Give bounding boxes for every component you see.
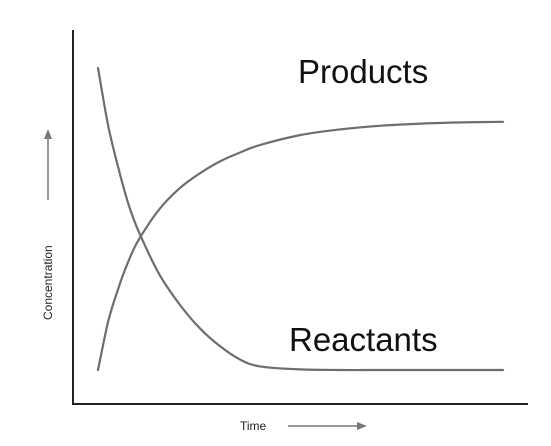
y-axis-arrow-icon [44,129,52,139]
y-axis-label: Concentration [41,245,55,320]
x-axis-arrow-icon [357,422,367,430]
series-label-reactants: Reactants [289,321,438,358]
series-group [96,66,505,372]
x-axis-label: Time [240,419,267,433]
series-line-reactants [96,66,505,372]
series-label-products: Products [298,53,428,90]
series-line-products [96,120,505,372]
